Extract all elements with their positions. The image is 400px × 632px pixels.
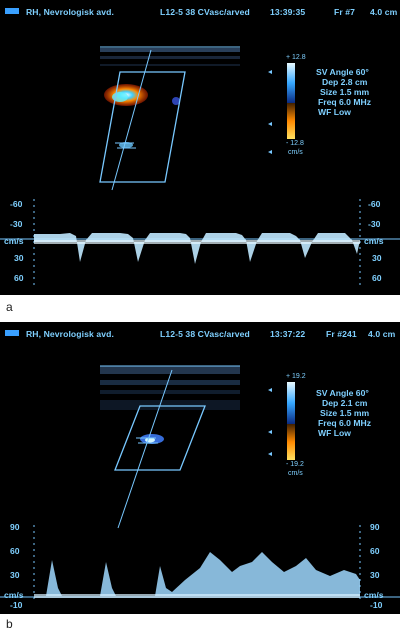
depth-display-label: 4.0 cm	[368, 329, 396, 339]
scale-tick-right: 60	[372, 273, 382, 283]
color-scale-bar-positive	[287, 63, 295, 103]
header-bar: RH, Nevrologisk avd. L12-5 38 CVasc/arve…	[0, 3, 400, 19]
color-scale-top-label: + 12.8	[286, 54, 306, 61]
freq-label: Freq 6.0 MHz	[318, 97, 372, 107]
time-label: 13:39:35	[270, 7, 306, 17]
scale-tick-right: 60	[370, 546, 380, 556]
doppler-spectrum-waveform	[34, 233, 360, 264]
scale-tick-left: 90	[10, 522, 20, 532]
scale-tick-left: -10	[10, 600, 23, 610]
scale-tick-left: 30	[10, 570, 20, 580]
wf-label: WF Low	[318, 428, 351, 438]
site-label: RH, Nevrologisk avd.	[26, 7, 114, 17]
color-scale-bottom-label: - 19.2	[286, 461, 304, 468]
freq-label: Freq 6.0 MHz	[318, 418, 372, 428]
figure-caption-b: b	[6, 617, 13, 631]
scanner-logo	[5, 8, 19, 14]
sv-angle-label: SV Angle 60°	[316, 388, 369, 398]
sv-angle-label: SV Angle 60°	[316, 67, 369, 77]
color-scale-bar-negative	[287, 103, 295, 139]
doppler-cursor-line	[117, 369, 173, 529]
scale-tick-left: 60	[10, 546, 20, 556]
wf-label: WF Low	[318, 107, 351, 117]
dep-label: Dep 2.8 cm	[322, 77, 368, 87]
site-label: RH, Nevrologisk avd.	[26, 329, 114, 339]
scale-tick-left: -30	[10, 219, 23, 229]
probe-label: L12-5 38 CVasc/arved	[160, 329, 250, 339]
frame-label: Fr #7	[334, 7, 356, 17]
size-label: Size 1.5 mm	[320, 87, 370, 97]
scale-tick-right: -10	[370, 600, 383, 610]
color-box	[99, 71, 186, 183]
scale-tick-left: 60	[14, 273, 24, 283]
time-label: 13:37:22	[270, 329, 306, 339]
header-bar: RH, Nevrologisk avd. L12-5 38 CVasc/arve…	[0, 325, 400, 341]
scale-tick-right: 30	[372, 253, 382, 263]
dep-label: Dep 2.1 cm	[322, 398, 368, 408]
scale-unit-left: cm/s	[4, 236, 24, 246]
color-scale-unit-label: cm/s	[288, 149, 303, 156]
doppler-spectrum-waveform	[34, 552, 360, 596]
frame-label: Fr #241	[326, 329, 357, 339]
bmode-image	[0, 365, 400, 602]
scale-tick-left: -60	[10, 199, 23, 209]
scanner-logo	[5, 330, 19, 336]
color-scale-unit-label: cm/s	[288, 470, 303, 477]
color-scale-top-label: + 19.2	[286, 373, 306, 380]
scale-tick-left: 30	[14, 253, 24, 263]
scale-tick-right: 90	[370, 522, 380, 532]
scale-unit-left: cm/s	[4, 590, 24, 600]
color-scale-bar-positive	[287, 382, 295, 424]
bmode-image	[0, 46, 400, 287]
scale-tick-right: 30	[370, 570, 380, 580]
scale-tick-right: -30	[368, 219, 381, 229]
doppler-cursor-line	[111, 49, 152, 191]
ultrasound-panel-b: RH, Nevrologisk avd. L12-5 38 CVasc/arve…	[0, 322, 400, 614]
color-scale-bar-negative	[287, 424, 295, 460]
color-scale-bottom-label: - 12.8	[286, 140, 304, 147]
depth-display-label: 4.0 cm	[370, 7, 398, 17]
scale-unit-right: cm/s	[364, 590, 384, 600]
scale-tick-right: -60	[368, 199, 381, 209]
ultrasound-panel-a: RH, Nevrologisk avd. L12-5 38 CVasc/arve…	[0, 0, 400, 295]
color-box	[114, 405, 206, 471]
size-label: Size 1.5 mm	[320, 408, 370, 418]
figure-caption-a: a	[6, 300, 13, 314]
probe-label: L12-5 38 CVasc/arved	[160, 7, 250, 17]
scale-unit-right: cm/s	[364, 236, 384, 246]
